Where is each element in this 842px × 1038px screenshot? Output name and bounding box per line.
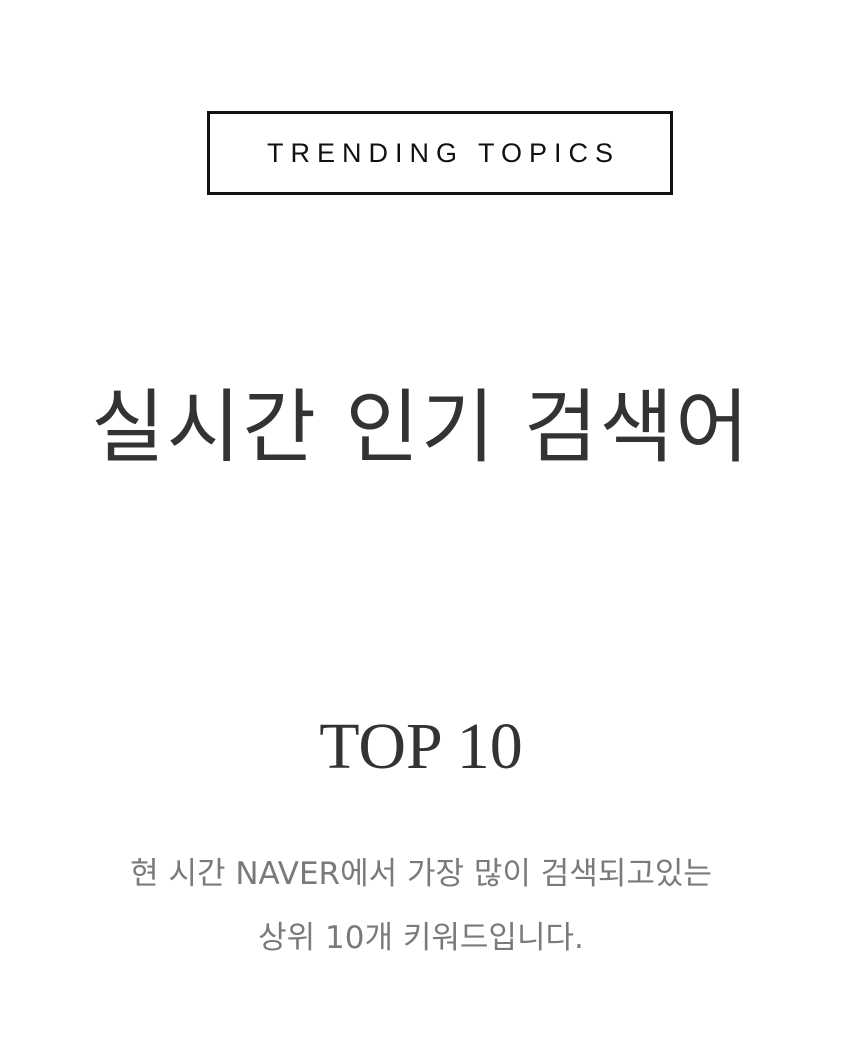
section-description: 현 시간 NAVER에서 가장 많이 검색되고있는 상위 10개 키워드입니다.: [0, 842, 842, 970]
page-title: 실시간 인기 검색어: [91, 381, 751, 474]
description-line-2: 상위 10개 키워드입니다.: [258, 920, 584, 956]
badge-label: TRENDING TOPICS: [266, 137, 621, 168]
description-line-1: 현 시간 NAVER에서 가장 많이 검색되고있는: [130, 856, 712, 892]
section-title: TOP 10: [319, 710, 523, 783]
trending-topics-badge: TRENDING TOPICS: [207, 111, 673, 195]
